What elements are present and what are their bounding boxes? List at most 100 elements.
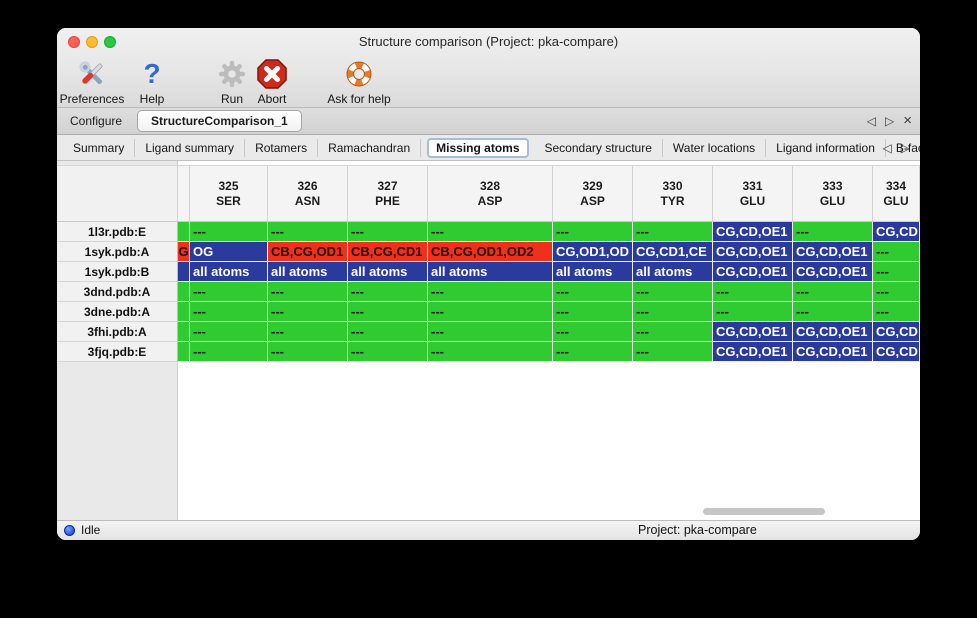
subtab-prev-icon[interactable]: ◁ [882,140,892,155]
table-cell[interactable]: --- [428,282,553,302]
table-cell[interactable]: --- [553,322,633,342]
column-header[interactable]: 327 PHE [348,165,428,222]
table-cell[interactable]: --- [553,302,633,322]
table-cell[interactable]: CG,OD1,OD [553,242,633,262]
tab-b-factors[interactable]: B-factors [886,139,920,157]
table-cell[interactable]: --- [793,222,873,242]
table-cell[interactable] [178,222,190,242]
preferences-button[interactable]: Preferences [57,58,127,106]
table-cell[interactable] [178,262,190,282]
horizontal-scrollbar-thumb[interactable] [703,508,825,515]
table-cell[interactable]: --- [553,222,633,242]
table-cell[interactable]: CG,CD,OE1 [713,322,793,342]
tab-water-locations[interactable]: Water locations [663,138,767,157]
table-cell[interactable]: CG,CD,OE1 [793,322,873,342]
table-cell[interactable]: --- [428,322,553,342]
table-cell[interactable]: --- [553,342,633,362]
table-cell[interactable]: --- [873,282,920,302]
table-cell[interactable]: --- [428,342,553,362]
row-header[interactable]: 3dnd.pdb:A [57,282,178,302]
table-cell[interactable]: CG,CD,OE1 [793,242,873,262]
table-cell[interactable]: --- [873,262,920,282]
subtab-next-icon[interactable]: ▷ [900,140,910,155]
table-cell[interactable]: --- [348,282,428,302]
table-cell[interactable]: --- [633,282,713,302]
abort-button[interactable]: Abort [250,58,294,106]
help-button[interactable]: ? Help [132,58,172,106]
table-cell[interactable]: CB,CG,OD1,OD2 [428,242,553,262]
table-cell[interactable]: --- [348,302,428,322]
table-cell[interactable]: --- [553,282,633,302]
table-cell[interactable]: all atoms [428,262,553,282]
table-cell[interactable]: G [178,242,190,262]
table-cell[interactable]: all atoms [553,262,633,282]
table-cell[interactable]: OG [190,242,268,262]
table-cell[interactable]: CG,CD [873,222,920,242]
column-header[interactable]: 326 ASN [268,165,348,222]
tab-close-icon[interactable]: × [903,112,912,129]
table-cell[interactable]: --- [873,302,920,322]
tab-next-icon[interactable]: ▷ [885,114,895,128]
table-cell[interactable]: CG,CD,OE1 [713,222,793,242]
table-cell[interactable]: --- [633,222,713,242]
ask-for-help-button[interactable]: Ask for help [319,58,399,106]
table-cell[interactable]: --- [633,322,713,342]
column-header[interactable]: 325 SER [190,165,268,222]
table-cell[interactable]: --- [633,302,713,322]
table-cell[interactable]: CG,CD,OE1 [713,342,793,362]
table-cell[interactable]: CB,CG,OD1 [268,242,348,262]
tab-summary[interactable]: Summary [63,138,136,157]
table-cell[interactable]: CG,CD,OE1 [793,262,873,282]
table-cell[interactable]: CG,CD,OE1 [713,242,793,262]
column-header[interactable]: 334 GLU [873,165,920,222]
table-cell[interactable] [178,322,190,342]
table-cell[interactable]: CG,CD [873,322,920,342]
table-cell[interactable]: --- [348,322,428,342]
table-cell[interactable]: --- [873,242,920,262]
table-cell[interactable] [178,342,190,362]
tab-missing-atoms[interactable]: Missing atoms [427,137,529,158]
table-cell[interactable]: CG,CD,OE1 [793,342,873,362]
row-header[interactable]: 1l3r.pdb:E [57,222,178,242]
row-header[interactable]: 1syk.pdb:B [57,262,178,282]
table-cell[interactable]: --- [190,322,268,342]
table-cell[interactable]: --- [190,302,268,322]
table-cell[interactable]: --- [428,222,553,242]
column-header[interactable]: 331 GLU [713,165,793,222]
table-cell[interactable]: --- [190,282,268,302]
zoom-window-button[interactable] [104,36,116,48]
table-cell[interactable]: all atoms [268,262,348,282]
table-cell[interactable]: --- [268,322,348,342]
tab-secondary-structure[interactable]: Secondary structure [535,138,663,157]
table-cell[interactable]: --- [793,302,873,322]
row-header[interactable]: 3fhi.pdb:A [57,322,178,342]
minimize-window-button[interactable] [86,36,98,48]
run-button[interactable]: Run [212,58,252,106]
row-header[interactable]: 3dne.pdb:A [57,302,178,322]
tab-prev-icon[interactable]: ◁ [866,114,876,128]
column-header[interactable]: 328 ASP [428,165,553,222]
table-cell[interactable]: --- [713,302,793,322]
table-cell[interactable]: --- [348,342,428,362]
table-cell[interactable]: --- [713,282,793,302]
row-header[interactable]: 1syk.pdb:A [57,242,178,262]
tab-ligand-information[interactable]: Ligand information [766,138,886,157]
table-cell[interactable]: all atoms [348,262,428,282]
table-cell[interactable]: CG,CD [873,342,920,362]
table-cell[interactable]: all atoms [633,262,713,282]
table-cell[interactable]: --- [190,222,268,242]
table-cell[interactable]: --- [190,342,268,362]
table-cell[interactable]: --- [268,342,348,362]
table-cell[interactable]: --- [428,302,553,322]
table-cell[interactable]: --- [348,222,428,242]
tab-ligand-summary[interactable]: Ligand summary [135,138,246,157]
tab-structurecomparison-1[interactable]: StructureComparison_1 [137,110,302,132]
table-cell[interactable]: --- [793,282,873,302]
table-cell[interactable]: --- [268,282,348,302]
tab-configure[interactable]: Configure [70,114,123,128]
table-cell[interactable]: CG,CD,OE1 [713,262,793,282]
table-cell[interactable]: CB,CG,CD1 [348,242,428,262]
table-cell[interactable]: --- [268,222,348,242]
column-header[interactable]: 330 TYR [633,165,713,222]
row-header[interactable]: 3fjq.pdb:E [57,342,178,362]
